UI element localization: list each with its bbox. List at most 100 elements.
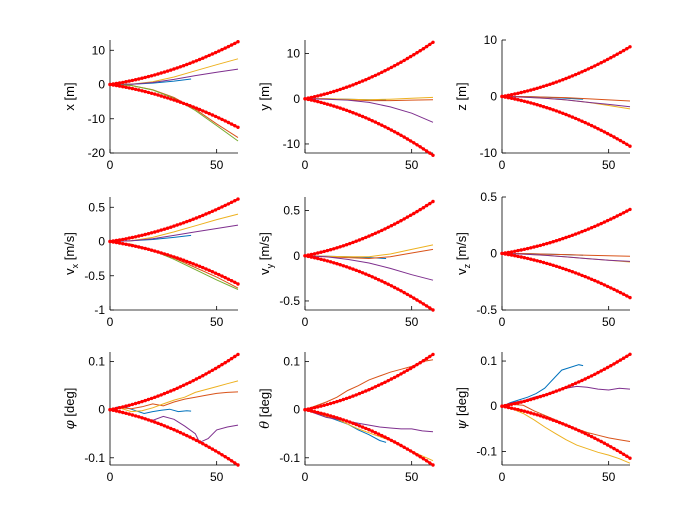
- bound-marker: [586, 122, 591, 126]
- series-line-2: [502, 96, 631, 102]
- bound-marker: [418, 49, 422, 53]
- bound-marker: [370, 429, 374, 433]
- bound-marker: [338, 245, 342, 249]
- bound-marker: [605, 284, 610, 289]
- bound-marker: [541, 393, 546, 398]
- bound-marker: [194, 216, 199, 220]
- bound-marker: [529, 257, 533, 261]
- bound-marker: [392, 222, 397, 226]
- bound-marker: [236, 125, 240, 129]
- bound-marker: [567, 114, 571, 118]
- bound-marker: [217, 364, 221, 369]
- bound-marker: [204, 55, 208, 59]
- bound-marker: [621, 211, 626, 215]
- bound-marker: [376, 432, 381, 436]
- bound-marker: [325, 91, 330, 96]
- y-tick-label: -0.1: [84, 451, 105, 465]
- bound-marker: [615, 448, 619, 453]
- bound-marker: [383, 435, 387, 439]
- bound-marker: [210, 270, 215, 274]
- upper-bound-line: [501, 208, 631, 255]
- bound-marker: [354, 393, 358, 397]
- bound-marker: [191, 217, 195, 221]
- bound-marker: [386, 282, 390, 286]
- bound-marker: [127, 403, 131, 407]
- bound-marker: [348, 395, 352, 399]
- bound-marker: [522, 399, 527, 403]
- bound-marker: [357, 424, 362, 428]
- bound-marker: [370, 386, 374, 390]
- bound-marker: [589, 226, 594, 230]
- bound-marker: [165, 69, 170, 73]
- bound-marker: [500, 404, 504, 408]
- bound-marker: [143, 246, 147, 251]
- bound-marker: [509, 93, 514, 97]
- bound-marker: [201, 213, 205, 218]
- bound-marker: [405, 56, 410, 61]
- y-tick-label: 0.1: [283, 355, 300, 369]
- bound-marker: [628, 207, 632, 212]
- bound-marker: [615, 52, 619, 56]
- bound-marker: [625, 354, 629, 358]
- bound-marker: [210, 113, 215, 117]
- bound-marker: [424, 459, 429, 463]
- bound-marker: [204, 110, 208, 114]
- bound-marker: [516, 254, 520, 259]
- bound-marker: [357, 269, 362, 274]
- bound-marker: [628, 295, 632, 300]
- bound-marker: [121, 242, 125, 246]
- x-tick-label: 50: [405, 470, 419, 484]
- y-tick-label: 0.5: [88, 200, 105, 214]
- bound-marker: [516, 248, 520, 253]
- bound-marker: [605, 57, 610, 62]
- bound-marker: [188, 380, 192, 384]
- series-line-4: [109, 68, 239, 85]
- bound-marker: [185, 62, 189, 67]
- bound-marker: [316, 94, 320, 98]
- bound-marker: [589, 434, 594, 439]
- bound-marker: [319, 257, 323, 261]
- bound-marker: [615, 360, 619, 364]
- bound-marker: [396, 220, 400, 225]
- bound-marker: [348, 241, 352, 246]
- series-line-2: [109, 84, 239, 139]
- y-tick-label: -1: [94, 303, 105, 317]
- bound-marker: [188, 260, 192, 265]
- bound-marker: [612, 215, 616, 220]
- bound-marker: [535, 413, 539, 417]
- bound-marker: [127, 412, 131, 416]
- bound-marker: [233, 124, 237, 128]
- bound-marker: [551, 81, 555, 85]
- bound-marker: [532, 396, 536, 401]
- bound-marker: [522, 409, 527, 413]
- series-line-3: [501, 405, 631, 464]
- bound-marker: [380, 433, 384, 438]
- bound-marker: [306, 408, 310, 412]
- upper-bound-line: [501, 45, 631, 98]
- bound-marker: [360, 79, 365, 83]
- bound-marker: [194, 377, 199, 381]
- bound-marker: [159, 393, 163, 397]
- bound-marker: [580, 119, 584, 123]
- bound-marker: [156, 250, 160, 254]
- bound-marker: [140, 89, 144, 93]
- bound-marker: [364, 116, 368, 120]
- bound-marker: [396, 62, 400, 66]
- bound-marker: [573, 72, 578, 77]
- x-tick-label: 0: [107, 158, 114, 172]
- bound-marker: [593, 372, 597, 376]
- bound-marker: [548, 241, 552, 245]
- bound-marker: [117, 406, 122, 410]
- bound-marker: [376, 72, 381, 76]
- bound-marker: [548, 82, 552, 87]
- bound-marker: [149, 419, 154, 423]
- bound-marker: [130, 78, 135, 83]
- bound-marker: [545, 392, 549, 397]
- bound-marker: [360, 425, 365, 429]
- bound-marker: [625, 142, 629, 146]
- bound-marker: [396, 374, 400, 378]
- bound-marker: [412, 364, 416, 369]
- bound-marker: [609, 445, 613, 449]
